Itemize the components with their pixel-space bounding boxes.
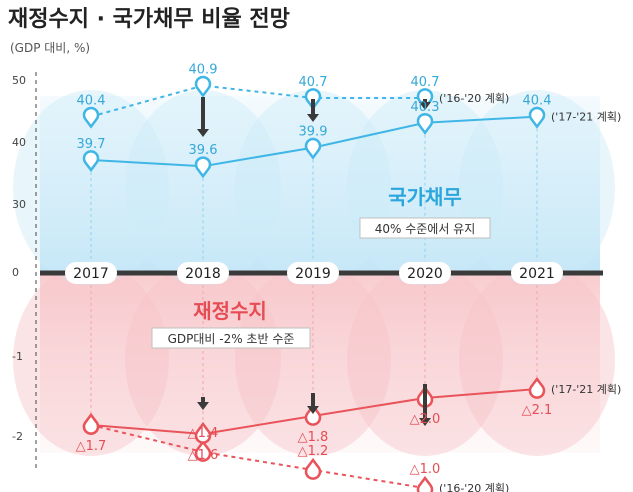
data-label-balance_plan_16_20: △1.0 bbox=[410, 462, 441, 477]
debt-point-marker bbox=[82, 150, 100, 173]
data-label-balance_plan_17_21: △1.7 bbox=[76, 439, 107, 454]
data-label-debt_plan_16_20: 40.7 bbox=[299, 75, 328, 90]
y-axis: 50 40 30 0 -1 -2 bbox=[12, 72, 37, 470]
debt-point-marker bbox=[528, 106, 546, 129]
debt-point-marker bbox=[304, 137, 322, 160]
series-end-label: ('17-'21 계획) bbox=[551, 383, 621, 396]
data-label-debt_plan_17_21: 39.6 bbox=[189, 143, 218, 158]
debt-wave bbox=[13, 90, 169, 286]
data-label-debt_plan_17_21: 40.3 bbox=[411, 100, 440, 115]
debt-note-box bbox=[359, 217, 491, 239]
year-pill bbox=[399, 262, 451, 284]
series-line-debt_plan_16_20 bbox=[90, 84, 425, 118]
chart-unit: (GDP 대비, %) bbox=[10, 41, 90, 55]
y-tick-label: -1 bbox=[12, 350, 23, 363]
chart-title: 재정수지 · 국가채무 비율 전망 bbox=[8, 7, 290, 32]
x-tick-label: 2018 bbox=[185, 266, 221, 282]
debt-point-marker bbox=[82, 106, 100, 129]
debt-wave bbox=[459, 90, 615, 286]
year-pill bbox=[511, 262, 563, 284]
balance-note: GDP대비 -2% 초반 수준 bbox=[168, 332, 295, 346]
y-tick-label: 50 bbox=[12, 74, 26, 87]
y-tick-label: 30 bbox=[12, 198, 26, 211]
debt-area bbox=[40, 96, 600, 273]
y-tick-label: 40 bbox=[12, 136, 26, 149]
series-lines bbox=[82, 75, 546, 492]
year-pill bbox=[65, 262, 117, 284]
revision-arrow-head bbox=[307, 406, 319, 414]
balance-note-box bbox=[151, 327, 311, 349]
y-tick-label: 0 bbox=[12, 266, 19, 279]
debt-point-marker bbox=[416, 112, 434, 135]
balance-point-marker bbox=[416, 475, 434, 492]
data-label-balance_plan_16_20: △1.2 bbox=[298, 444, 329, 459]
series-end-label: ('16-'20 계획) bbox=[439, 482, 509, 492]
data-label-balance_plan_17_21: △1.6 bbox=[188, 448, 219, 463]
balance-series-name: 재정수지 bbox=[193, 299, 267, 323]
x-tick-label: 2020 bbox=[407, 266, 443, 282]
data-label-debt_plan_16_20: 40.9 bbox=[189, 63, 218, 78]
data-label-balance_plan_16_20: △1.4 bbox=[188, 426, 219, 441]
data-label-debt_plan_17_21: 39.9 bbox=[299, 125, 328, 140]
series-end-label: ('16-'20 계획) bbox=[439, 92, 509, 105]
data-label-balance_plan_17_21: △2.0 bbox=[410, 412, 441, 427]
debt-point-marker bbox=[194, 75, 212, 98]
data-label-debt_plan_17_21: 39.7 bbox=[77, 137, 106, 152]
data-label-balance_plan_17_21: △1.8 bbox=[298, 430, 329, 445]
debt-note: 40% 수준에서 유지 bbox=[375, 222, 476, 236]
debt-point-marker bbox=[304, 88, 322, 111]
data-labels: 40.4 40.9 40.7 40.7 ('16-'20 계획) 39.7 39.6 39.9… bbox=[76, 63, 622, 492]
data-label-debt_plan_16_20: 40.7 bbox=[411, 75, 440, 90]
year-pill bbox=[177, 262, 229, 284]
revision-arrow-head bbox=[197, 129, 209, 137]
balance-point-marker bbox=[194, 421, 212, 444]
revision-arrow-head bbox=[419, 102, 431, 110]
data-label-debt_plan_17_21: 40.4 bbox=[523, 94, 552, 109]
balance-point-marker bbox=[304, 403, 322, 426]
year-pill bbox=[287, 262, 339, 284]
series-line-balance_plan_16_20 bbox=[90, 424, 426, 489]
revision-arrows bbox=[197, 97, 431, 426]
debt-wave bbox=[125, 90, 281, 286]
balance-point-marker bbox=[194, 439, 212, 462]
y-tick-label: -2 bbox=[12, 430, 23, 443]
debt-series-name: 국가채무 bbox=[388, 185, 462, 209]
balance-area bbox=[40, 273, 600, 453]
revision-arrow-head bbox=[307, 114, 319, 122]
revision-arrow-head bbox=[197, 402, 209, 410]
revision-arrow-head bbox=[419, 418, 431, 426]
balance-point-marker bbox=[82, 412, 100, 435]
debt-point-marker bbox=[194, 156, 212, 179]
x-tick-label: 2017 bbox=[73, 266, 109, 282]
data-label-debt_plan_16_20: 40.4 bbox=[77, 94, 106, 109]
balance-point-marker bbox=[528, 376, 546, 399]
x-axis: 2017 2018 2019 2020 2021 bbox=[40, 262, 603, 284]
series-end-label: ('17-'21 계획) bbox=[551, 111, 621, 124]
x-tick-label: 2019 bbox=[295, 266, 331, 282]
x-tick-label: 2021 bbox=[519, 266, 555, 282]
data-label-balance_plan_17_21: △2.1 bbox=[522, 403, 553, 418]
debt-point-marker bbox=[416, 88, 434, 111]
balance-point-marker bbox=[304, 457, 322, 480]
